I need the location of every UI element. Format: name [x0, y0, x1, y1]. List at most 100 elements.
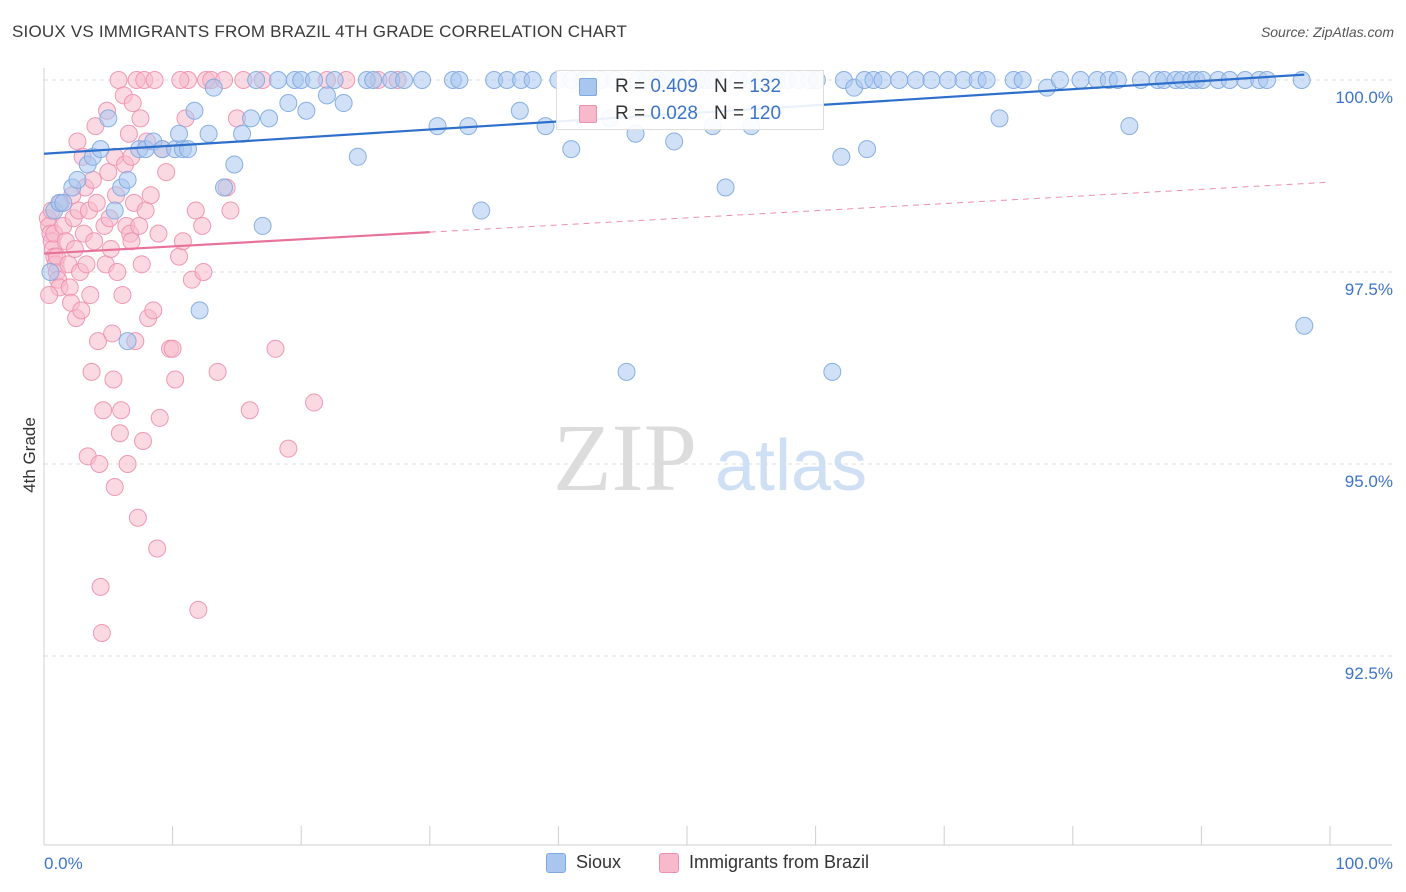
brazil-swatch-icon	[579, 105, 597, 123]
sioux-point	[716, 178, 735, 197]
sioux-legend-swatch-icon	[546, 852, 566, 873]
axis-labels: 100.0% 97.5% 95.0% 92.5% 0.0% 100.0% 4th Grade	[20, 88, 1393, 873]
chart-title: SIOUX VS IMMIGRANTS FROM BRAZIL 4TH GRAD…	[12, 22, 628, 41]
legend-r-value: 0.028	[650, 103, 698, 124]
brazil-point	[90, 455, 109, 473]
x-tick-label: 0.0%	[44, 854, 83, 873]
legend-sioux-label: Sioux	[576, 852, 622, 872]
sioux-point	[68, 170, 87, 189]
sioux-point	[1257, 71, 1276, 89]
grid-lines	[44, 79, 1392, 657]
legend-r-label: R =	[615, 76, 646, 97]
y-tick-label: 97.5%	[1345, 280, 1393, 299]
brazil-point	[72, 301, 91, 320]
sioux-point	[170, 124, 189, 143]
stats-legend: R = 0.409 N = 132 R = 0.028 N = 120	[556, 70, 824, 130]
legend-n-value: 120	[749, 103, 782, 124]
brazil-point	[118, 455, 137, 473]
sioux-point	[41, 263, 60, 281]
sioux-point	[1295, 316, 1314, 335]
sioux-point	[260, 109, 279, 128]
sioux-point	[395, 71, 414, 89]
brazil-point	[193, 216, 212, 235]
brazil-point	[141, 186, 160, 205]
brazil-point	[163, 339, 182, 358]
brazil-point	[208, 362, 227, 381]
brazil-point	[92, 623, 111, 642]
legend-r-label: R =	[615, 103, 646, 124]
sioux-point	[1050, 71, 1069, 89]
brazil-point	[149, 224, 168, 243]
legend-n-label: N =	[713, 103, 745, 124]
sioux-point	[873, 71, 892, 89]
brazil-point	[77, 255, 96, 274]
brazil-point	[221, 201, 240, 220]
sioux-point	[823, 362, 842, 381]
sioux-point	[990, 109, 1009, 128]
sioux-point	[523, 71, 542, 89]
sioux-point	[334, 94, 353, 113]
brazil-point	[82, 362, 101, 381]
legend-item-sioux: Sioux	[546, 852, 621, 873]
sioux-point	[54, 193, 73, 212]
brazil-point	[110, 424, 129, 443]
sioux-point	[215, 178, 234, 197]
brazil-point	[40, 286, 59, 305]
legend-brazil-label: Immigrants from Brazil	[689, 852, 870, 872]
sioux-point	[665, 132, 684, 151]
brazil-point	[122, 232, 141, 251]
brazil-point	[113, 286, 132, 305]
sioux-point	[317, 86, 336, 105]
brazil-point	[109, 71, 128, 89]
sioux-point	[247, 71, 266, 89]
sioux-point	[1013, 71, 1032, 89]
sioux-point	[1108, 71, 1127, 89]
sioux-points	[41, 71, 1314, 381]
sioux-point	[1071, 71, 1090, 89]
sioux-point	[190, 301, 209, 320]
sioux-point	[269, 71, 288, 89]
watermark-atlas: atlas	[715, 426, 867, 506]
sioux-point	[225, 155, 244, 174]
brazil-legend-swatch-icon	[659, 852, 679, 873]
brazil-point	[186, 201, 205, 220]
legend-n-value: 132	[749, 76, 782, 97]
x-tick-label: 100.0%	[1335, 854, 1393, 873]
brazil-point	[131, 109, 150, 128]
brazil-point	[166, 370, 185, 389]
brazil-point	[171, 71, 190, 89]
sioux-point	[450, 71, 469, 89]
axes	[43, 68, 1392, 846]
brazil-trend-line	[43, 231, 430, 255]
y-axis-label: 4th Grade	[20, 417, 39, 493]
sioux-point	[242, 109, 261, 128]
brazil-point	[123, 94, 142, 113]
sioux-point	[562, 140, 581, 159]
brazil-point	[130, 216, 149, 235]
sioux-point	[906, 71, 925, 89]
brazil-point	[81, 286, 100, 305]
sioux-swatch-icon	[579, 78, 597, 96]
brazil-point	[87, 193, 106, 212]
watermark-zip: ZIP	[553, 404, 697, 511]
sioux-point	[890, 71, 909, 89]
brazil-point	[85, 232, 104, 251]
source-label: Source: ZipAtlas.com	[1260, 24, 1394, 40]
brazil-point	[89, 332, 108, 351]
sioux-point	[297, 101, 316, 120]
sioux-point	[832, 147, 851, 166]
brazil-point	[68, 132, 87, 151]
brazil-point	[128, 508, 147, 527]
brazil-trend-extension	[429, 181, 1331, 233]
brazil-point	[144, 301, 163, 320]
y-tick-label: 95.0%	[1345, 472, 1393, 491]
brazil-point	[112, 401, 131, 420]
legend-r-value: 0.409	[650, 76, 698, 97]
brazil-point	[150, 408, 169, 427]
sioux-point	[179, 140, 198, 159]
sioux-point	[253, 216, 272, 235]
sioux-point	[977, 71, 996, 89]
brazil-point	[65, 239, 84, 258]
sioux-point	[325, 71, 344, 89]
